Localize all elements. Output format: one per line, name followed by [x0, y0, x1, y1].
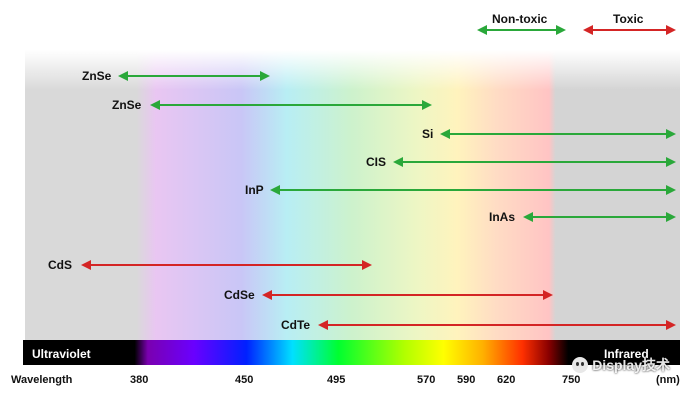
- top-fade: [25, 50, 680, 90]
- axis-tick-590: 590: [457, 374, 476, 386]
- watermark-text: Display技术: [592, 357, 670, 373]
- material-label-si: Si: [422, 127, 434, 141]
- axis-tick-450: 450: [235, 374, 254, 386]
- material-label-znse: ZnSe: [112, 98, 142, 112]
- axis-tick-750: 750: [562, 374, 581, 386]
- axis-tick-495: 495: [327, 374, 346, 386]
- material-label-cis: CIS: [366, 155, 387, 169]
- material-label-cdse: CdSe: [224, 288, 255, 302]
- material-label-cdte: CdTe: [281, 318, 311, 332]
- range-arrow-cdse-7: [262, 290, 553, 300]
- range-arrow-inas-5: [523, 212, 676, 222]
- material-label-znse: ZnSe: [82, 69, 112, 83]
- infrared-label: Infrared: [604, 347, 649, 361]
- visible-light-region: [25, 50, 680, 340]
- spectrum-bar: [23, 340, 680, 365]
- axis-tick-570: 570: [417, 374, 436, 386]
- material-label-cds: CdS: [48, 258, 72, 272]
- range-arrow-cdte-8: [318, 320, 676, 330]
- axis-tick-620: 620: [497, 374, 516, 386]
- material-label-inp: InP: [245, 183, 264, 197]
- ultraviolet-label: Ultraviolet: [32, 347, 91, 361]
- range-arrow-cds-6: [81, 260, 372, 270]
- legend-nontoxic-label: Non-toxic: [492, 12, 548, 26]
- watermark: Display技术: [572, 355, 670, 375]
- range-arrow-znse-0: [118, 71, 270, 81]
- axis-unit: (nm): [656, 374, 680, 386]
- legend-nontoxic-arrow: [477, 25, 566, 35]
- range-arrow-znse-1: [150, 100, 432, 110]
- range-arrow-si-2: [440, 129, 676, 139]
- range-arrow-inp-4: [270, 185, 676, 195]
- axis-tick-380: 380: [130, 374, 149, 386]
- material-label-inas: InAs: [489, 210, 516, 224]
- axis-title: Wavelength: [11, 374, 73, 386]
- legend-toxic-arrow: [583, 25, 676, 35]
- legend-toxic-label: Toxic: [613, 12, 644, 26]
- smiley-logo-icon: [572, 357, 589, 373]
- range-arrow-cis-3: [393, 157, 676, 167]
